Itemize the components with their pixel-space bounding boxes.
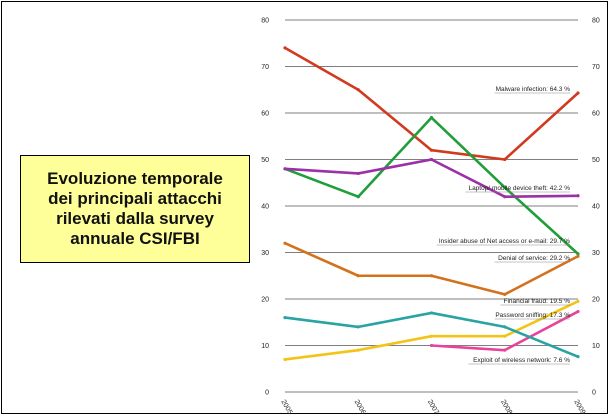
data-point-denial [283, 241, 287, 245]
data-point-malware [283, 46, 287, 50]
data-point-insider [576, 252, 580, 256]
y-tick-label-right: 10 [592, 343, 600, 350]
data-point-financial [356, 348, 360, 352]
x-tick-label: 2008 [499, 399, 513, 416]
y-tick-label-right: 20 [592, 297, 600, 304]
y-tick-label-left: 80 [261, 18, 269, 25]
series-line-malware [284, 46, 579, 161]
y-tick-label-right: 0 [592, 390, 596, 397]
data-point-malware [429, 148, 434, 152]
y-tick-label-left: 50 [261, 157, 269, 164]
x-tick-label: 2006 [353, 399, 367, 416]
data-point-financial [283, 357, 287, 362]
series-label-insider: Insider abuse of Net access or e-mail: 2… [439, 238, 570, 245]
data-point-wireless [356, 325, 360, 329]
data-point-laptop [429, 157, 434, 162]
caption-line: annuale CSI/FBI [70, 229, 200, 248]
x-tick-label: 2007 [426, 399, 440, 416]
caption-line: dei principali attacchi [48, 189, 222, 208]
series-label-malware: Malware infection: 64.3 % [496, 86, 571, 93]
y-tick-label-right: 60 [592, 111, 600, 118]
data-point-wireless [283, 316, 287, 320]
data-point-denial [429, 274, 434, 278]
caption-box: Evoluzione temporale dei principali atta… [20, 155, 250, 263]
y-tick-label-left: 70 [261, 64, 269, 71]
data-point-password [503, 348, 507, 352]
data-point-laptop [356, 171, 360, 176]
y-tick-label-left: 20 [261, 297, 269, 304]
data-point-malware [503, 157, 507, 162]
data-point-insider [429, 116, 434, 120]
data-point-financial [429, 334, 434, 338]
data-point-insider [503, 185, 507, 189]
y-tick-label-left: 60 [261, 111, 269, 118]
y-tick-label-right: 70 [592, 64, 600, 71]
series-label-wireless: Exploit of wireless network: 7.6 % [473, 357, 570, 364]
y-tick-label-right: 80 [592, 18, 600, 25]
y-tick-label-left: 40 [261, 204, 269, 211]
y-tick-label-left: 10 [261, 343, 269, 350]
data-point-denial [356, 274, 360, 278]
series-label-password: Password sniffing: 17.3 % [495, 312, 570, 319]
data-point-wireless [429, 311, 434, 315]
y-tick-label-right: 50 [592, 157, 600, 164]
data-point-malware [356, 88, 360, 92]
data-point-wireless [503, 325, 507, 329]
y-tick-label-right: 40 [592, 204, 600, 211]
y-tick-label-left: 30 [261, 250, 269, 257]
series-line-denial [284, 242, 579, 296]
series-label-laptop: Laptop/ mobile device theft: 42.2 % [468, 185, 570, 192]
data-point-wireless [576, 355, 580, 359]
data-point-insider [356, 195, 360, 199]
data-point-laptop [283, 167, 287, 171]
data-point-laptop [503, 195, 507, 199]
data-point-denial [576, 254, 580, 258]
x-tick-label: 2009 [572, 399, 586, 416]
caption-line: Evoluzione temporale [47, 169, 223, 188]
data-point-financial [503, 334, 507, 338]
data-point-financial [576, 299, 580, 303]
caption-line: rilevati dalla survey [56, 209, 214, 228]
y-tick-label-right: 30 [592, 250, 600, 257]
data-point-password [576, 309, 580, 314]
x-tick-label: 2005 [279, 399, 293, 416]
series-line-financial [284, 300, 579, 361]
series-label-denial: Denial of service: 29.2 % [498, 255, 570, 262]
series-label-financial: Financial fraud: 19.5 % [504, 298, 571, 305]
data-point-password [429, 343, 434, 348]
data-point-denial [503, 292, 507, 296]
y-tick-label-left: 0 [265, 390, 269, 397]
data-point-malware [576, 91, 580, 95]
data-point-laptop [576, 194, 580, 198]
